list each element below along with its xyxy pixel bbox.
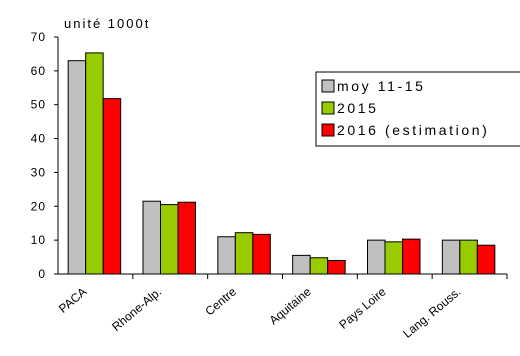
bar-0-5 — [441, 239, 461, 275]
bar-2-3 — [327, 259, 346, 275]
legend-label-1: 2015 — [337, 100, 379, 116]
legend-label-2: 2016 (estimation) — [337, 122, 489, 138]
legend-swatch-1 — [321, 101, 335, 115]
bar-2-2 — [252, 233, 271, 275]
category-label: Aquitaine — [267, 284, 315, 327]
legend: moy 11-15 2015 2016 (estimation) — [315, 71, 520, 147]
bar-1-0 — [85, 52, 104, 275]
category-labels: PACA Rhone-Alp. Centre Aquitaine Pays Loire L… — [56, 284, 464, 340]
bar-1-4 — [384, 241, 403, 275]
y-tick-label: 70 — [31, 30, 46, 44]
y-tick-labels: 0 10 20 30 40 50 60 70 — [31, 30, 46, 281]
y-tick-label: 30 — [31, 165, 46, 179]
bar-0-3 — [292, 254, 311, 275]
category-label: Pays Loire — [336, 284, 389, 331]
y-tick-label: 60 — [31, 64, 46, 78]
legend-label-0: moy 11-15 — [337, 78, 426, 94]
y-tick-label: 40 — [31, 132, 46, 146]
bar-0-0 — [67, 60, 87, 275]
category-label: Lang. Rouss. — [400, 285, 463, 341]
category-label: PACA — [56, 285, 89, 316]
bar-marks — [67, 52, 496, 275]
y-tick-label: 50 — [31, 98, 46, 112]
axes — [54, 36, 508, 279]
bar-1-3 — [309, 257, 329, 275]
y-tick-label: 10 — [31, 233, 46, 247]
bar-2-1 — [177, 201, 196, 275]
bar-0-2 — [217, 236, 236, 275]
bar-1-1 — [160, 204, 179, 275]
bar-0-1 — [142, 200, 161, 275]
bar-1-5 — [459, 239, 478, 275]
bar-2-0 — [102, 98, 122, 275]
bar-1-2 — [234, 232, 254, 275]
bar-2-5 — [476, 244, 496, 275]
bar-2-4 — [402, 238, 421, 275]
y-tick-label: 20 — [31, 199, 46, 213]
bar-0-4 — [367, 239, 386, 275]
legend-swatch-0 — [321, 79, 335, 93]
unit-label: unité 1000t — [64, 16, 150, 31]
category-label: Rhone-Alp. — [109, 285, 164, 334]
legend-swatch-2 — [321, 123, 335, 137]
y-tick-label: 0 — [38, 267, 46, 281]
category-label: Centre — [202, 284, 239, 318]
legend-box — [315, 71, 520, 147]
